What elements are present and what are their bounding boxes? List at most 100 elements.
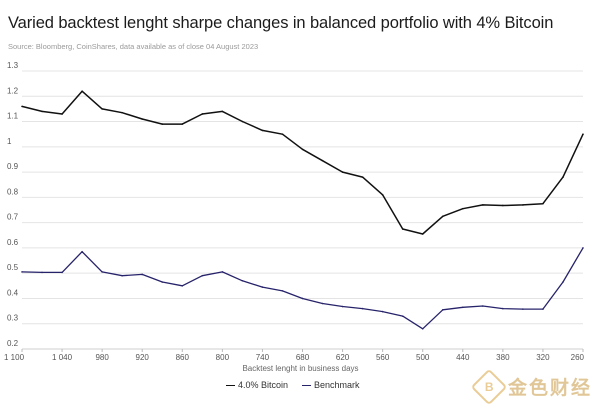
- data-point: [261, 129, 264, 132]
- series-line-bitcoin: [21, 90, 584, 235]
- y-tick-label: 1.1: [7, 112, 19, 121]
- data-point: [81, 250, 83, 253]
- data-point: [562, 176, 564, 178]
- x-tick-label: 620: [336, 353, 350, 362]
- data-point: [161, 281, 164, 283]
- data-point: [161, 123, 164, 125]
- data-point: [522, 308, 524, 310]
- data-point: [461, 306, 464, 309]
- x-tick-label: 500: [416, 353, 430, 362]
- data-point: [582, 247, 584, 249]
- data-point: [281, 133, 284, 135]
- data-point: [281, 290, 284, 292]
- watermark: B 金色财经: [470, 368, 593, 405]
- data-point: [321, 302, 324, 305]
- x-tick-label: 560: [376, 353, 390, 362]
- x-tick-label: 680: [296, 353, 310, 362]
- data-point: [301, 148, 304, 151]
- data-point: [341, 305, 344, 308]
- data-point: [41, 110, 43, 113]
- x-tick-label: 380: [496, 353, 510, 362]
- y-tick-label: 1.3: [7, 61, 19, 70]
- data-point: [241, 279, 244, 282]
- data-point: [401, 315, 404, 317]
- legend-item-bitcoin: 4.0% Bitcoin: [226, 380, 288, 390]
- legend-label-benchmark: Benchmark: [314, 380, 360, 390]
- y-tick-label: 0.9: [7, 162, 19, 171]
- data-point: [542, 308, 544, 310]
- data-point: [41, 271, 43, 274]
- x-tick-label: 440: [456, 353, 470, 362]
- data-point: [181, 285, 184, 287]
- data-point: [201, 113, 204, 115]
- y-tick-label: 1.2: [7, 86, 19, 95]
- data-point: [421, 233, 424, 235]
- x-tick-label: 1 040: [52, 353, 73, 362]
- data-point: [401, 228, 404, 230]
- y-tick-label: 0.8: [7, 187, 19, 196]
- data-point: [381, 310, 384, 313]
- x-tick-label: 1 100: [4, 353, 25, 362]
- data-point: [341, 171, 344, 173]
- data-point: [21, 105, 23, 108]
- legend-swatch-benchmark: [302, 384, 312, 386]
- x-tick-label: 920: [136, 353, 150, 362]
- x-tick-label: 740: [256, 353, 270, 362]
- data-point: [121, 274, 123, 277]
- y-tick-label: 1: [7, 137, 12, 146]
- data-point: [181, 123, 184, 125]
- data-point: [542, 202, 544, 205]
- y-tick-label: 0.4: [7, 288, 19, 297]
- y-tick-label: 0.3: [7, 314, 19, 323]
- data-point: [502, 204, 504, 207]
- data-point: [421, 327, 424, 330]
- data-point: [562, 281, 564, 283]
- data-point: [441, 215, 444, 218]
- data-point: [141, 118, 144, 120]
- y-tick-label: 0.2: [7, 339, 19, 348]
- chart-source-note: Source: Bloomberg, CoinShares, data avai…: [8, 42, 259, 51]
- legend-item-benchmark: Benchmark: [302, 380, 360, 390]
- data-point: [61, 113, 63, 115]
- data-point: [301, 297, 304, 300]
- data-point: [121, 111, 123, 114]
- data-point: [241, 120, 244, 123]
- y-tick-label: 0.5: [7, 263, 19, 272]
- data-point: [502, 307, 504, 310]
- data-point: [361, 307, 364, 310]
- data-point: [21, 271, 23, 273]
- data-point: [221, 271, 224, 273]
- series-line-benchmark: [21, 247, 584, 330]
- x-tick-label: 860: [176, 353, 190, 362]
- chart-title: Varied backtest lenght sharpe changes in…: [8, 14, 554, 32]
- chart-legend: 4.0% Bitcoin Benchmark: [226, 380, 360, 390]
- x-axis-title: Backtest lenght in business days: [242, 364, 358, 373]
- y-tick-label: 0.7: [7, 213, 19, 222]
- legend-swatch-bitcoin: [226, 384, 235, 386]
- data-point: [201, 274, 204, 277]
- data-point: [361, 176, 364, 178]
- data-point: [582, 133, 584, 135]
- data-point: [461, 207, 464, 210]
- data-point: [381, 194, 384, 196]
- watermark-text: 金色财经: [508, 378, 593, 399]
- data-point: [522, 204, 524, 206]
- data-point: [321, 159, 324, 162]
- y-tick-label: 0.6: [7, 238, 19, 247]
- data-point: [81, 90, 83, 93]
- data-point: [61, 271, 63, 274]
- data-point: [101, 271, 103, 273]
- x-tick-label: 260: [571, 353, 585, 362]
- data-point: [101, 108, 103, 110]
- data-point: [141, 273, 144, 276]
- data-point: [482, 305, 484, 307]
- watermark-logo-icon: B: [470, 368, 508, 405]
- data-point: [261, 286, 264, 288]
- data-point: [221, 110, 224, 113]
- x-tick-label: 800: [216, 353, 230, 362]
- data-point: [482, 204, 484, 206]
- data-point: [441, 309, 444, 311]
- x-tick-label: 980: [95, 353, 109, 362]
- x-tick-label: 320: [536, 353, 550, 362]
